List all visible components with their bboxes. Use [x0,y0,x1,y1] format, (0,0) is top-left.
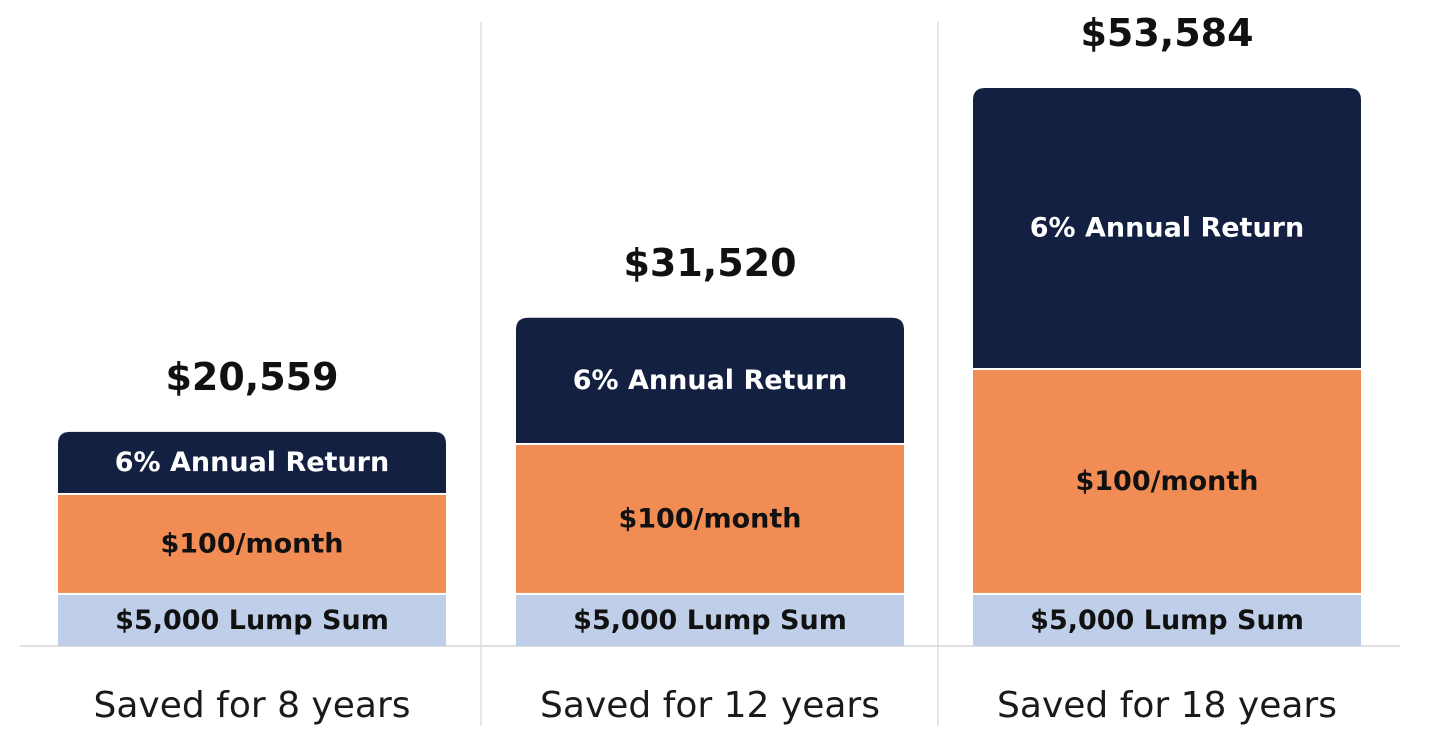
bar-segment-3-1 [973,594,1361,646]
bar-segment-2-2 [516,444,904,593]
category-label-3: Saved for 18 years [997,685,1337,726]
category-label-2: Saved for 12 years [540,685,880,726]
segment-label-3-3: 6% Annual Return [1030,212,1304,243]
category-label-1: Saved for 8 years [93,685,410,726]
labels-group: $5,000 Lump Sum $100/month 6% Annual Retur… [93,11,1336,726]
segment-label-3-1: $5,000 Lump Sum [1030,605,1304,636]
segment-label-1-3: 6% Annual Return [115,447,389,478]
total-label-3: $53,584 [1080,11,1253,55]
total-label-1: $20,559 [165,355,338,399]
bar-segment-2-3 [516,317,904,443]
bars-group [58,88,1361,646]
segment-label-2-2: $100/month [618,503,801,534]
segment-label-1-2: $100/month [160,528,343,559]
bar-segment-2-1 [516,594,904,646]
bar-segment-1-2 [58,494,446,593]
segment-label-1-1: $5,000 Lump Sum [115,605,389,636]
bar-segment-3-3 [973,88,1361,368]
bar-segment-1-1 [58,594,446,646]
bar-segment-1-3 [58,431,446,493]
total-label-2: $31,520 [623,241,796,285]
bar-segment-3-2 [973,369,1361,593]
column-dividers [480,22,939,726]
segment-label-2-3: 6% Annual Return [573,365,847,396]
segment-label-2-1: $5,000 Lump Sum [573,605,847,636]
segment-label-3-2: $100/month [1075,466,1258,497]
